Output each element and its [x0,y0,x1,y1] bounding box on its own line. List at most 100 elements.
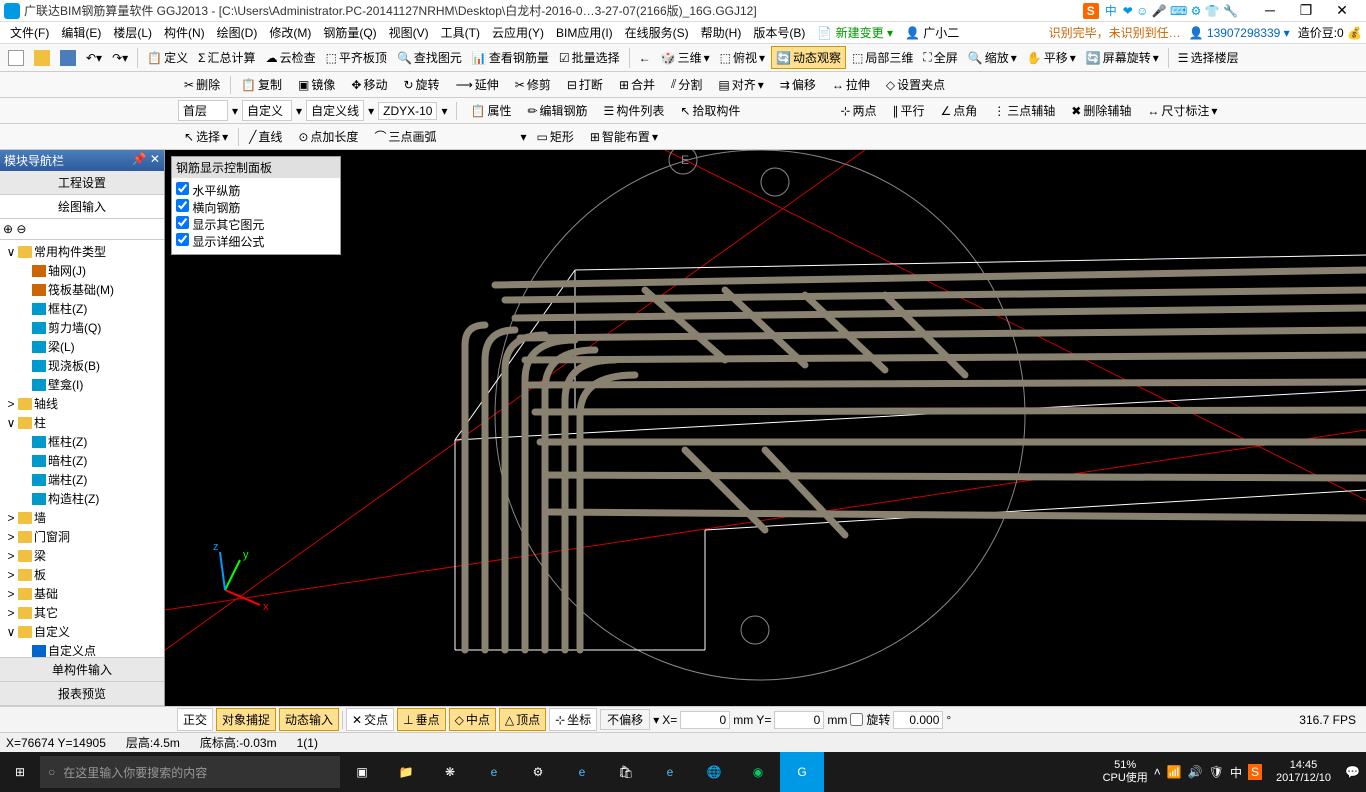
three-point-aux-button[interactable]: ⋮ 三点辅轴 [987,100,1061,121]
mirror-button[interactable]: ▣ 镜像 [292,74,341,95]
code-select[interactable]: ZDYX-10 [378,102,437,120]
offset-button[interactable]: ⇉ 偏移 [774,74,822,95]
snap-intersection[interactable]: ✕ 交点 [346,708,394,731]
new-button[interactable] [4,48,28,68]
two-point-button[interactable]: ⊹ 两点 [834,100,882,121]
taskbar-clock[interactable]: 14:452017/12/10 [1268,759,1339,785]
tree-item[interactable]: ∨自定义 [2,622,162,641]
task-ie-icon[interactable]: e [648,752,692,792]
tree-item[interactable]: 剪力墙(Q) [2,318,162,337]
batch-select-button[interactable]: ☑ 批量选择 [555,47,624,68]
minimize-button[interactable]: ─ [1258,2,1282,19]
split-button[interactable]: ⫽ 分割 [665,74,708,95]
rotate-screen-button[interactable]: 🔄 屏幕旋转 ▾ [1082,47,1163,68]
task-app1-icon[interactable]: ❋ [428,752,472,792]
pan-button[interactable]: ✋ 平移 ▾ [1023,47,1080,68]
tray-ime-icon[interactable]: 中 [1230,764,1242,781]
ime-indicator[interactable]: 中 [1105,2,1117,19]
fullscreen-button[interactable]: ⛶ 全屏 [919,47,961,68]
menu-file[interactable]: 文件(F) [4,22,55,43]
rotate-button[interactable]: ↻ 旋转 [397,74,445,95]
view-rebar-button[interactable]: 📊 查看钢筋量 [468,47,553,68]
tree-item[interactable]: 暗柱(Z) [2,451,162,470]
sidebar-pin-icon[interactable]: 📌 ✕ [132,152,160,169]
orbit-button[interactable]: 🔄 动态观察 [771,46,846,69]
component-list-button[interactable]: ☰ 构件列表 [598,100,671,121]
floor-select[interactable]: 首层 [178,100,228,121]
osnap-toggle[interactable]: 对象捕捉 [216,708,276,731]
save-button[interactable] [56,48,80,68]
cloud-check-button[interactable]: ☁ 云检查 [262,47,320,68]
smart-layout-tool[interactable]: ⊞ 智能布置 ▾ [584,126,664,147]
tree-item[interactable]: 轴网(J) [2,261,162,280]
back-button[interactable]: ← [635,49,655,67]
menu-cloud[interactable]: 云应用(Y) [486,22,550,43]
tree-item[interactable]: ∨柱 [2,413,162,432]
rebar-check-1[interactable]: 水平纵筋 [176,182,336,199]
rebar-check-2[interactable]: 横向钢筋 [176,199,336,216]
dyn-input-toggle[interactable]: 动态输入 [279,708,339,731]
task-edge-icon[interactable]: e [472,752,516,792]
tree-item[interactable]: >其它 [2,603,162,622]
expand-all-icon[interactable]: ⊕ [3,222,13,236]
find-element-button[interactable]: 🔍 查找图元 [393,47,466,68]
tab-draw-input[interactable]: 绘图输入 [0,195,164,219]
move-button[interactable]: ✥ 移动 [345,74,393,95]
snap-vertex[interactable]: △ 顶点 [499,708,546,731]
tree-item[interactable]: ∨常用构件类型 [2,242,162,261]
grip-button[interactable]: ◇ 设置夹点 [880,74,951,95]
top-view-button[interactable]: ⬚ 俯视 ▾ [716,47,769,68]
tray-up-icon[interactable]: ˄ [1154,765,1161,779]
tree-item[interactable]: >门窗洞 [2,527,162,546]
tree-item[interactable]: 自定义点 [2,641,162,657]
menu-floor[interactable]: 楼层(L) [107,22,158,43]
tab-project-settings[interactable]: 工程设置 [0,171,164,195]
task-chrome-icon[interactable]: 🌐 [692,752,736,792]
menu-modify[interactable]: 修改(M) [263,22,317,43]
3d-button[interactable]: 🎲 三维 ▾ [657,47,714,68]
task-settings-icon[interactable]: ⚙ [516,752,560,792]
rebar-check-3[interactable]: 显示其它图元 [176,216,336,233]
select-floor-button[interactable]: ☰ 选择楼层 [1174,47,1243,68]
menu-view[interactable]: 视图(V) [383,22,435,43]
collapse-all-icon[interactable]: ⊖ [16,222,26,236]
maximize-button[interactable]: ❐ [1294,2,1318,19]
menu-tools[interactable]: 工具(T) [435,22,486,43]
dimension-button[interactable]: ↔ 尺寸标注 ▾ [1141,100,1223,121]
tree-item[interactable]: 筏板基础(M) [2,280,162,299]
task-edge2-icon[interactable]: e [560,752,604,792]
3d-viewport[interactable]: E [165,150,1366,706]
task-glodon-icon[interactable]: G [780,752,824,792]
trim-button[interactable]: ✂ 修剪 [509,74,557,95]
tree-item[interactable]: 框柱(Z) [2,299,162,318]
local-3d-button[interactable]: ⬚ 局部三维 [848,47,917,68]
tree-item[interactable]: >基础 [2,584,162,603]
rebar-display-panel[interactable]: 钢筋显示控制面板 水平纵筋 横向钢筋 显示其它图元 显示详细公式 [171,156,341,255]
arc-tool[interactable]: ⌒ 三点画弧 [368,126,442,147]
new-change-button[interactable]: 📄 新建变更 ▾ [811,22,899,43]
undo-button[interactable]: ↶▾ [82,49,106,67]
task-store-icon[interactable]: 🛍 [604,752,648,792]
tree-item[interactable]: 梁(L) [2,337,162,356]
menu-help[interactable]: 帮助(H) [695,22,748,43]
ortho-toggle[interactable]: 正交 [177,708,213,731]
user-button[interactable]: 👤 广小二 [899,22,965,43]
tree-item[interactable]: 端柱(Z) [2,470,162,489]
tree-item[interactable]: >轴线 [2,394,162,413]
taskbar-search[interactable]: ○ 在这里输入你要搜索的内容 [40,756,340,788]
x-input[interactable] [680,711,730,729]
cpu-meter[interactable]: 51%CPU使用 [1103,759,1148,785]
menu-edit[interactable]: 编辑(E) [55,22,107,43]
parallel-button[interactable]: ∥ 平行 [886,100,930,121]
tray-volume-icon[interactable]: 🔊 [1188,765,1203,779]
close-button[interactable]: ✕ [1330,2,1354,19]
delete-button[interactable]: ✂ 删除 [178,74,226,95]
y-input[interactable] [774,711,824,729]
menu-draw[interactable]: 绘图(D) [211,22,264,43]
menu-component[interactable]: 构件(N) [158,22,211,43]
menu-rebar[interactable]: 钢筋量(Q) [317,22,382,43]
pick-component-button[interactable]: ↖ 拾取构件 [674,100,746,121]
merge-button[interactable]: ⊞ 合并 [613,74,661,95]
custom-select[interactable]: 自定义 [242,100,292,121]
redo-button[interactable]: ↷▾ [108,49,132,67]
